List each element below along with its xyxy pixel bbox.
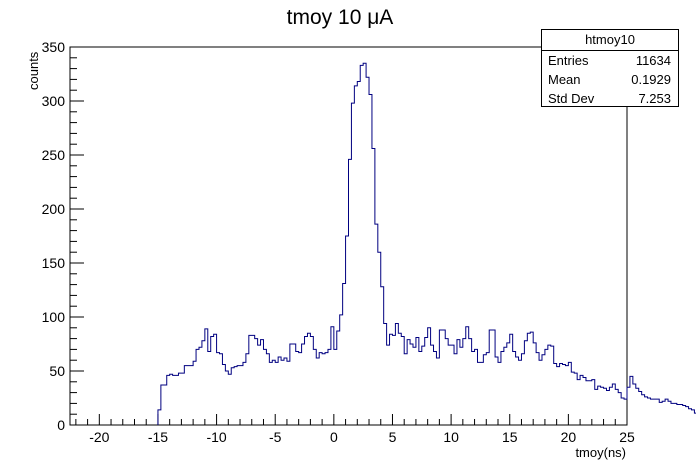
histogram-line: [157, 62, 696, 425]
y-tick-label: 300: [42, 93, 66, 109]
x-tick-label: -15: [148, 429, 168, 445]
stats-row-mean: Mean 0.1929: [542, 70, 678, 89]
x-tick-label: 0: [330, 429, 338, 445]
y-tick-label: 100: [42, 309, 66, 325]
stats-label: Entries: [548, 53, 589, 68]
y-tick-label: 250: [42, 147, 66, 163]
stats-box-title: htmoy10: [542, 30, 678, 51]
x-tick-label: -5: [269, 429, 282, 445]
y-tick-label: 0: [57, 417, 65, 433]
stats-value: 11634: [635, 53, 671, 68]
y-tick-label: 350: [42, 39, 66, 55]
x-tick-label: -10: [206, 429, 226, 445]
stats-value: 7.253: [638, 91, 671, 106]
stats-label: Mean: [548, 72, 581, 87]
stats-box: htmoy10 Entries 11634 Mean 0.1929 Std De…: [541, 29, 679, 107]
x-tick-label: 15: [502, 429, 518, 445]
stats-value: 0.1929: [631, 72, 671, 87]
y-axis: 0 50 100 150 200 250 300 350: [42, 39, 84, 433]
x-axis: -20 -15 -10 -5 0 5 10 15 20 25: [75, 414, 635, 445]
y-tick-label: 50: [49, 363, 65, 379]
x-tick-label: 10: [443, 429, 459, 445]
x-tick-label: 25: [619, 429, 635, 445]
stats-label: Std Dev: [548, 91, 595, 106]
y-axis-label: counts: [26, 51, 41, 90]
stats-row-entries: Entries 11634: [542, 51, 678, 70]
x-tick-label: -20: [89, 429, 109, 445]
plot-frame: [69, 46, 628, 426]
x-tick-label: 5: [389, 429, 397, 445]
x-tick-label: 20: [561, 429, 577, 445]
chart-title: tmoy 10 μA: [287, 6, 394, 29]
stats-row-stddev: Std Dev 7.253: [542, 89, 678, 108]
x-axis-label: tmoy(ns): [575, 445, 626, 460]
y-tick-label: 150: [42, 255, 66, 271]
y-tick-label: 200: [42, 201, 66, 217]
